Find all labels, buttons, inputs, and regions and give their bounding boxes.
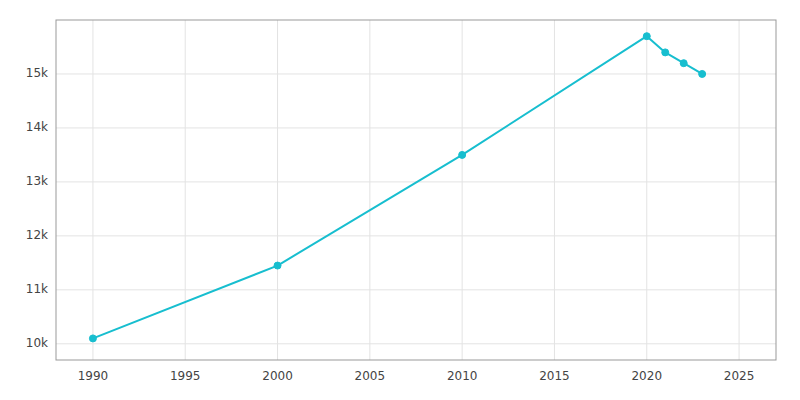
marker bbox=[662, 49, 669, 56]
x-grid-line bbox=[739, 20, 740, 360]
marker bbox=[459, 151, 466, 158]
marker bbox=[89, 335, 96, 342]
y-tick-label: 14k bbox=[26, 120, 48, 134]
marker bbox=[274, 262, 281, 269]
chart-svg: 10k 11k 12k 13k 14k 15k 1990 1995 2000 2005 2010 20… bbox=[0, 0, 800, 400]
x-tick-label: 2015 bbox=[539, 369, 570, 383]
y-tick-label: 11k bbox=[26, 282, 48, 296]
x-tick-label: 2000 bbox=[262, 369, 293, 383]
line bbox=[93, 36, 702, 338]
y-grid-line bbox=[56, 343, 776, 344]
y-tick-label: 13k bbox=[26, 174, 48, 188]
plot-background bbox=[56, 20, 776, 360]
plot-frame bbox=[56, 20, 776, 360]
y-grid-line bbox=[56, 127, 776, 128]
chart-container: 10k 11k 12k 13k 14k 15k 1990 1995 2000 2005 2010 20… bbox=[0, 0, 800, 400]
x-tick-label: 2010 bbox=[447, 369, 478, 383]
x-tick-label: 2020 bbox=[631, 369, 662, 383]
y-grid-line bbox=[56, 73, 776, 74]
x-grid-line bbox=[554, 20, 555, 360]
x-grid-line bbox=[462, 20, 463, 360]
x-tick-label: 1990 bbox=[78, 369, 109, 383]
x-grid-line bbox=[646, 20, 647, 360]
marker bbox=[699, 70, 706, 77]
x-tick-label: 1995 bbox=[170, 369, 201, 383]
x-tick-label: 2025 bbox=[724, 369, 755, 383]
x-grid-line bbox=[369, 20, 370, 360]
y-grid-line bbox=[56, 289, 776, 290]
y-tick-label: 10k bbox=[26, 336, 48, 350]
marker bbox=[680, 60, 687, 67]
axes: 10k 11k 12k 13k 14k 15k 1990 1995 2000 2005 2010 20… bbox=[26, 66, 755, 383]
grid bbox=[56, 20, 776, 360]
x-grid-line bbox=[92, 20, 93, 360]
x-grid-line bbox=[277, 20, 278, 360]
y-grid-line bbox=[56, 235, 776, 236]
y-tick-label: 15k bbox=[26, 66, 48, 80]
x-grid-line bbox=[185, 20, 186, 360]
x-tick-label: 2005 bbox=[355, 369, 386, 383]
marker bbox=[643, 33, 650, 40]
series bbox=[89, 33, 705, 342]
y-tick-label: 12k bbox=[26, 228, 48, 242]
